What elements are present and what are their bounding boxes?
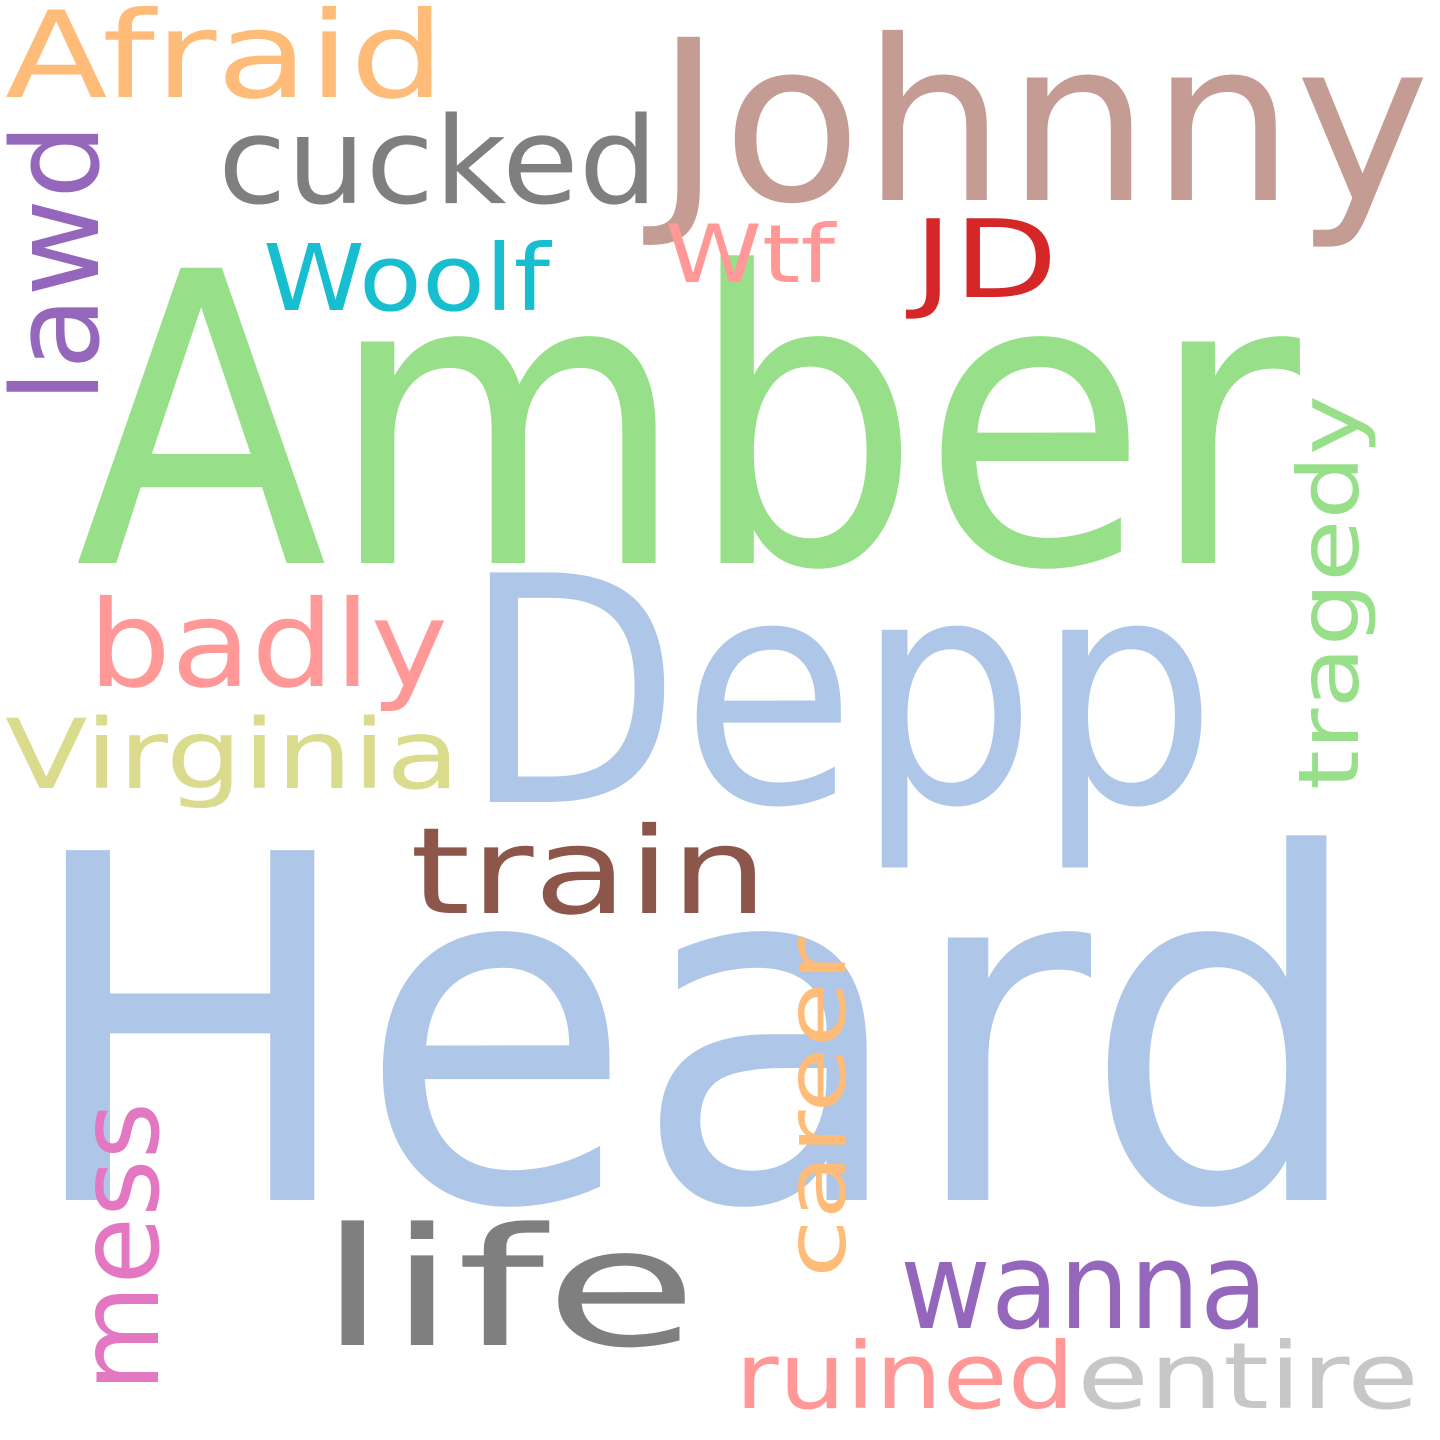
word-johnny: Johnny [643,0,1430,253]
word-badly: badly [88,576,448,715]
word-wtf: Wtf [665,208,837,301]
word-virginia: Virginia [5,699,460,811]
word-depp: Depp [462,511,1217,877]
word-amber: Amber [75,187,1304,659]
word-mess: mess [55,1102,185,1392]
word-lawd: lawd [0,123,127,403]
word-train: train [410,803,768,942]
word-heard: Heard [22,755,1367,1314]
word-wanna: wanna [900,1218,1268,1357]
word-tragedy: tragedy [1280,395,1378,790]
word-career: career [767,937,865,1278]
word-entire: entire [1077,1323,1419,1430]
word-cucked: cucked [218,93,658,232]
word-jd: JD [905,198,1058,323]
word-ruined: ruined [735,1323,1075,1430]
word-afraid: Afraid [5,0,445,126]
word-woolf: Woolf [263,225,553,332]
word-life: life [318,1193,698,1384]
